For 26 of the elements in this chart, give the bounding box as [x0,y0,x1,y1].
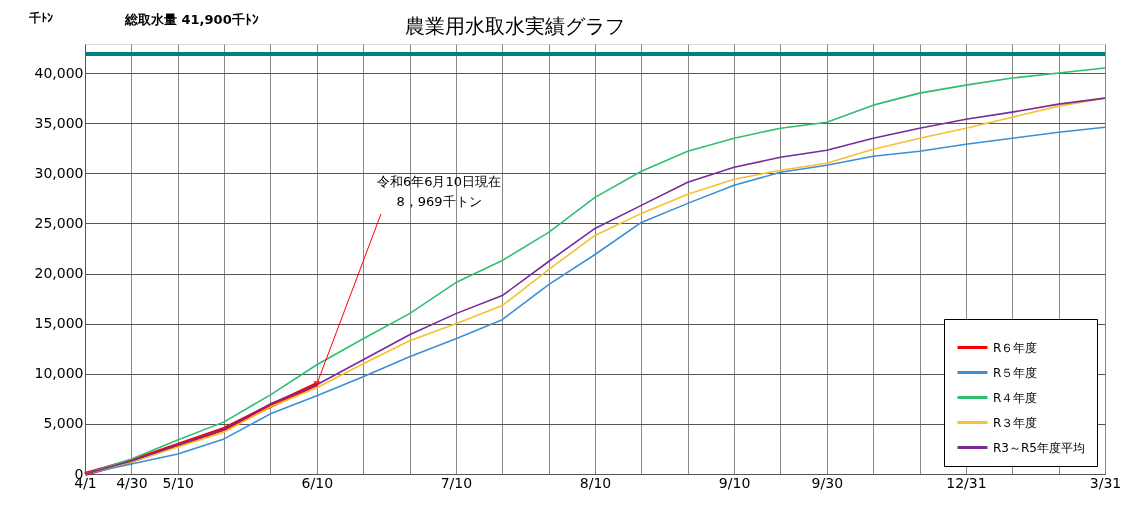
y-tick-label: 20,000 [34,265,84,282]
y-tick-label: 5,000 [43,415,84,432]
x-tick-label: 4/30 [116,474,148,491]
ref-line-label: 総取水量 41,900千ﾄﾝ [124,12,259,28]
x-tick-label: 9/10 [718,474,751,491]
y-tick-label: 30,000 [34,164,84,181]
y-tick-label: 25,000 [34,214,84,231]
annotation: 令和6年6月10日現在 8，969千トン [376,174,502,209]
x-tick-label: 8/10 [579,474,612,491]
y-tick-label: 10,000 [34,365,84,382]
y-tick-label: 15,000 [34,315,84,332]
x-tick-label: 5/10 [162,474,194,491]
y-axis-title: 千ﾄﾝ [27,10,53,25]
x-tick-label: 9/30 [811,474,844,491]
legend-label: R３年度 [993,415,1038,430]
chart-title: 農業用水取水実績グラフ [405,14,625,38]
y-tick-label: 40,000 [34,64,84,81]
x-tick-label: 7/10 [440,474,473,491]
legend-label: R3～R5年度平均 [993,440,1085,455]
legend-label: R５年度 [993,365,1038,380]
y-tick-label: 35,000 [34,114,84,131]
x-tick-label: 12/31 [946,474,987,491]
x-tick-label: 3/31 [1089,474,1122,491]
x-tick-label: 6/10 [301,474,334,491]
legend-label: R４年度 [993,390,1038,405]
legend-label: R６年度 [993,340,1038,355]
